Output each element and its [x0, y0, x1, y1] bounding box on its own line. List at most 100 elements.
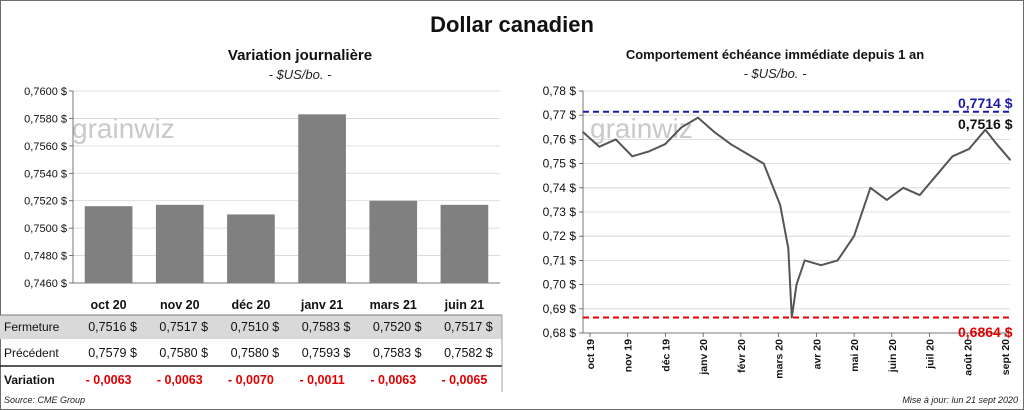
price-point: [885, 199, 888, 201]
price-point: [951, 155, 954, 158]
category-label: nov 20: [160, 298, 200, 312]
price-point: [993, 140, 996, 143]
price-point: [935, 174, 937, 177]
right-ytick-label: 0,74 $: [543, 181, 577, 195]
fermeture-value: 0,7510 $: [231, 320, 280, 334]
price-point: [582, 131, 584, 134]
price-point: [697, 116, 699, 119]
fermeture-value: 0,7583 $: [302, 320, 351, 334]
variation-value: - 0,0063: [370, 373, 416, 387]
right-xtick-label: mars 20: [774, 339, 786, 379]
price-point: [779, 203, 781, 206]
price-point: [902, 186, 905, 189]
variation-value: - 0,0011: [299, 373, 344, 387]
right-xtick-label: oct 19: [585, 339, 597, 370]
precedent-value: 0,7579 $: [88, 346, 137, 360]
high-value-label: 0,7714 $: [958, 95, 1013, 111]
right-xtick-label: juil 20: [925, 339, 937, 370]
right-xtick-label: févr 20: [736, 339, 748, 373]
right-chart-title: Comportement échéance immédiate depuis 1…: [625, 47, 925, 62]
price-point: [631, 155, 634, 158]
fermeture-row-shade: [0, 315, 502, 339]
right-xtick-label: janv 20: [698, 339, 710, 376]
fermeture-value: 0,7520 $: [373, 320, 422, 334]
variation-value: - 0,0065: [441, 373, 487, 387]
right-xtick-label: avr 20: [811, 339, 823, 370]
update-note: Mise à jour: lun 21 sept 2020: [902, 395, 1018, 405]
right-ytick-label: 0,73 $: [543, 205, 577, 219]
row-label-variation: Variation: [4, 373, 55, 387]
category-label: mars 21: [370, 298, 417, 312]
fermeture-value: 0,7516 $: [88, 320, 137, 334]
price-point: [869, 186, 872, 189]
variation-value: - 0,0070: [228, 373, 274, 387]
left-ytick-label: 0,7540 $: [24, 168, 67, 180]
precedent-value: 0,7580 $: [159, 346, 208, 360]
price-point: [803, 259, 806, 262]
category-label: déc 20: [231, 298, 270, 312]
price-point: [762, 162, 765, 165]
right-xtick-label: août 20: [962, 339, 974, 376]
price-point: [918, 194, 921, 196]
left-ytick-label: 0,7580 $: [24, 113, 67, 125]
price-point: [984, 128, 987, 131]
fermeture-value: 0,7517 $: [159, 320, 208, 334]
right-xtick-label: sept 20: [1000, 339, 1012, 375]
right-xtick-label: déc 19: [660, 339, 672, 372]
price-point: [664, 143, 667, 146]
category-label: janv 21: [300, 298, 343, 312]
right-xtick-label: mai 20: [849, 339, 861, 372]
price-point: [795, 283, 798, 286]
price-point: [614, 138, 617, 141]
right-watermark: grainwiz: [590, 113, 693, 144]
precedent-value: 0,7580 $: [231, 346, 280, 360]
left-ytick-label: 0,7480 $: [24, 251, 67, 263]
bar: [155, 204, 204, 283]
source-note: Source: CME Group: [4, 395, 86, 405]
right-ytick-label: 0,68 $: [543, 326, 577, 340]
price-point: [836, 259, 839, 262]
right-ytick-label: 0,70 $: [543, 278, 577, 292]
right-xtick-label: juin 20: [887, 339, 899, 373]
price-point: [787, 247, 790, 250]
price-point: [680, 126, 683, 129]
price-point: [820, 264, 823, 267]
variation-value: - 0,0063: [86, 373, 132, 387]
left-chart-subtitle: - $US/bo. -: [268, 67, 332, 82]
right-xtick-label: nov 19: [623, 339, 635, 372]
bar: [227, 214, 275, 283]
precedent-value: 0,7583 $: [373, 346, 422, 360]
precedent-value: 0,7582 $: [444, 346, 493, 360]
main-title: Dollar canadien: [430, 12, 594, 37]
left-ytick-label: 0,7500 $: [24, 223, 67, 235]
variation-value: - 0,0063: [157, 373, 203, 387]
price-series-line: [582, 116, 1011, 319]
bar: [298, 114, 346, 283]
right-ytick-label: 0,76 $: [543, 132, 577, 146]
last-value-label: 0,7516 $: [958, 116, 1013, 132]
price-point: [729, 143, 732, 146]
left-ytick-label: 0,7560 $: [24, 141, 67, 153]
right-ytick-label: 0,71 $: [543, 253, 577, 267]
price-point: [853, 235, 855, 238]
bar: [440, 204, 489, 283]
right-ytick-label: 0,69 $: [543, 302, 577, 316]
right-ytick-label: 0,72 $: [543, 229, 577, 243]
row-label-fermeture: Fermeture: [4, 320, 60, 334]
right-ytick-label: 0,75 $: [543, 157, 577, 171]
price-point: [598, 145, 601, 148]
price-point: [790, 316, 793, 319]
price-point: [647, 150, 650, 153]
bar: [84, 206, 133, 283]
fermeture-value: 0,7517 $: [444, 320, 493, 334]
low-value-label: 0,6864 $: [958, 324, 1013, 340]
left-ytick-label: 0,7460 $: [24, 278, 67, 290]
price-point: [1009, 158, 1011, 161]
row-label-precedent: Précédent: [4, 346, 59, 360]
left-chart-title: Variation journalière: [227, 47, 373, 64]
bar: [369, 200, 418, 283]
right-ytick-label: 0,78 $: [543, 84, 577, 98]
right-ytick-label: 0,77 $: [543, 108, 577, 122]
left-ytick-label: 0,7520 $: [24, 196, 67, 208]
